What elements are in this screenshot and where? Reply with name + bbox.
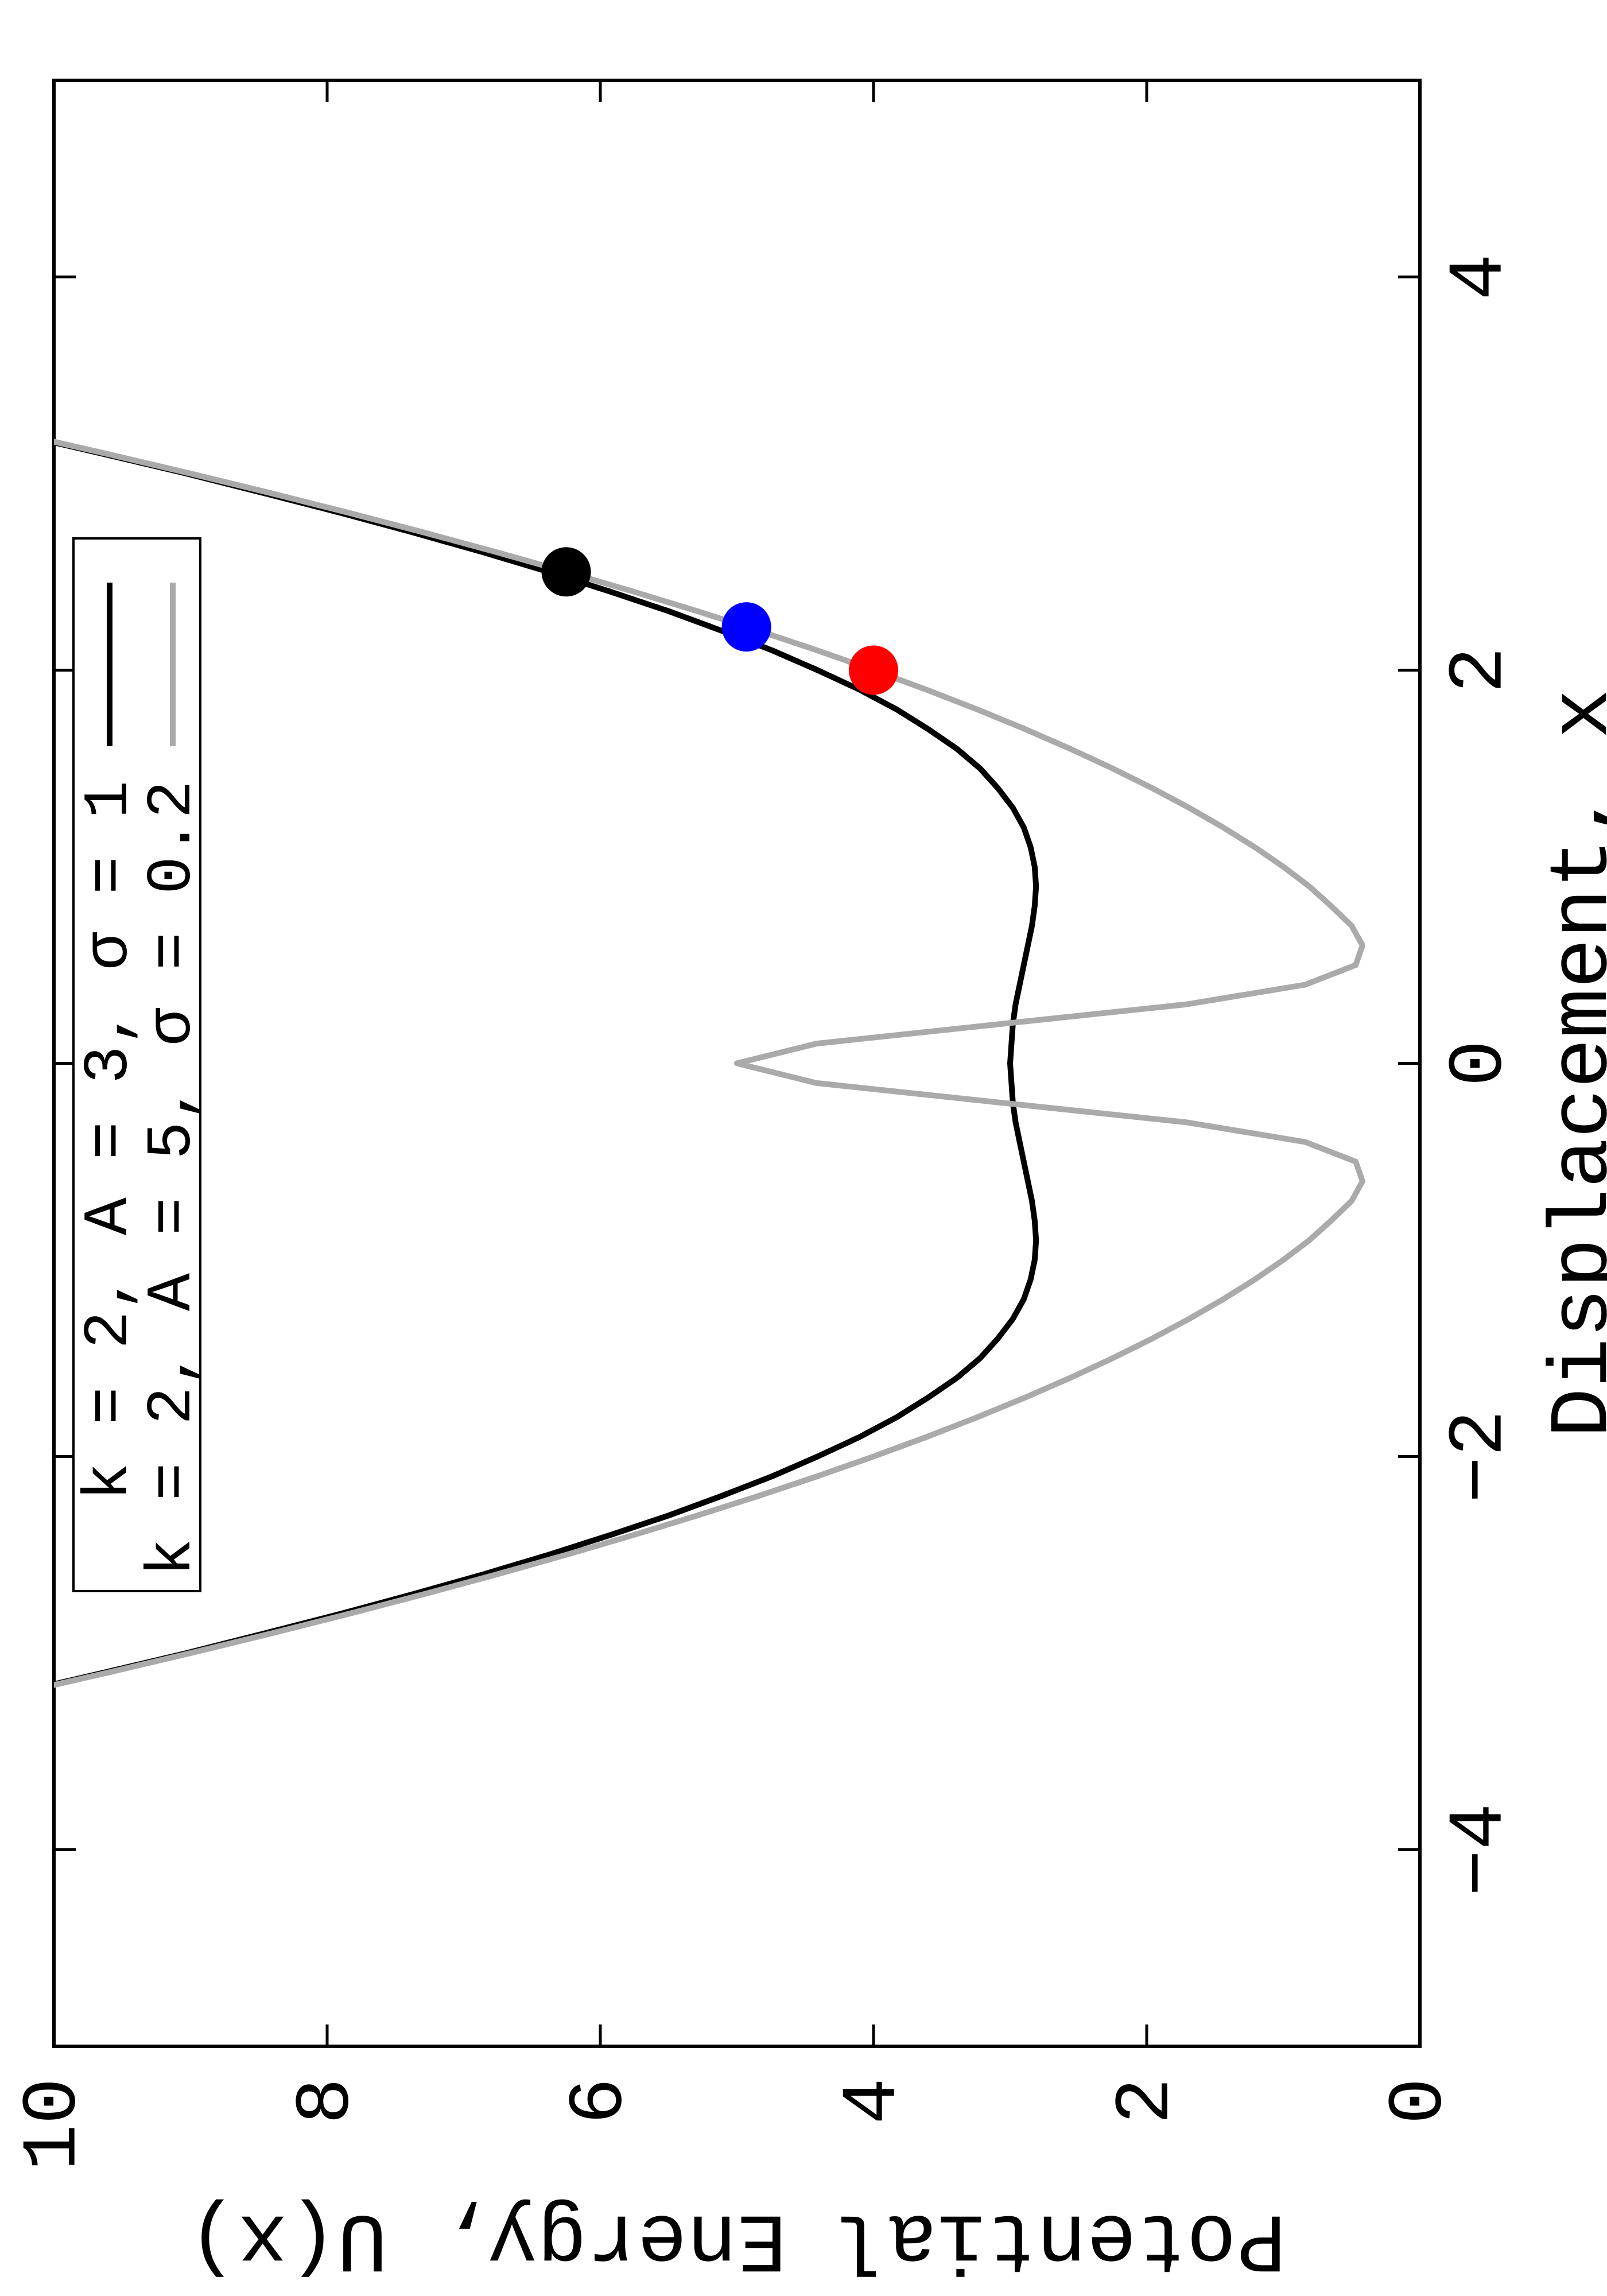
x-tick-label: −2 <box>1437 1410 1524 1503</box>
y-tick-label: 8 <box>284 2078 371 2124</box>
y-tick-label: 6 <box>557 2078 645 2124</box>
marker-point <box>849 645 898 695</box>
legend-label: k = 2, A = 3, σ = 1 <box>74 781 146 1500</box>
x-tick-label: 2 <box>1437 647 1524 693</box>
y-tick-label: 10 <box>10 2078 98 2171</box>
marker-point <box>541 547 591 597</box>
y-tick-label: 2 <box>1103 2078 1191 2124</box>
x-tick-label: −4 <box>1437 1803 1524 1896</box>
x-axis-label: Displacement, x <box>1536 689 1607 1438</box>
plot-area <box>54 431 1366 1696</box>
x-tick-label: 0 <box>1437 1040 1524 1087</box>
y-tick-label: 0 <box>1376 2078 1464 2124</box>
series-line <box>54 431 1366 1696</box>
x-tick-label: 4 <box>1437 254 1524 300</box>
marker-point <box>721 602 771 652</box>
legend-label: k = 2, A = 5, σ = 0.2 <box>137 781 209 1576</box>
y-tick-label: 4 <box>830 2078 918 2124</box>
y-axis-label: Potential Energy, U(x) <box>188 2192 1286 2286</box>
rotated-chart: −4 −2 0 2 4 0 2 4 6 8 10 Displacement, x Potential E… <box>10 79 1607 2286</box>
legend-box <box>72 537 201 1592</box>
